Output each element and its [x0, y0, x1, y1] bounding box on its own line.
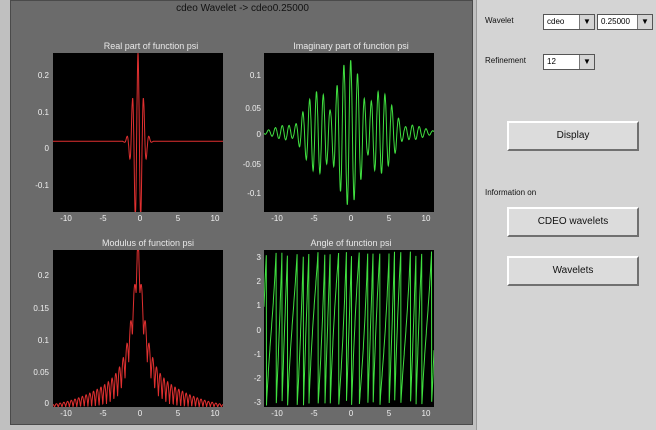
chevron-down-icon[interactable]: ▼ — [579, 15, 594, 29]
y-tick: -3 — [253, 398, 261, 407]
modulus-trace — [53, 250, 223, 407]
y-tick: -0.05 — [242, 160, 261, 169]
y-tick: 2 — [256, 277, 261, 286]
plot-title-imaginary: Imaginary part of function psi — [293, 41, 409, 51]
chevron-down-icon[interactable]: ▼ — [579, 55, 594, 69]
y-tick: 0.2 — [37, 271, 49, 280]
y-tick: 0.05 — [33, 368, 49, 377]
real-part-trace — [53, 53, 223, 212]
x-tick: 10 — [421, 214, 431, 223]
function-curve — [53, 53, 223, 212]
y-tick: 0.15 — [33, 304, 49, 313]
x-tick: -5 — [310, 409, 318, 418]
y-tick: 0.1 — [37, 108, 49, 117]
x-tick: -10 — [60, 409, 72, 418]
x-tick: 0 — [137, 409, 143, 418]
axes-modulus[interactable] — [53, 250, 223, 407]
refinement-value: 12 — [547, 57, 556, 66]
y-tick: 0 — [256, 326, 261, 335]
wavelet-parameter-value: 0.25000 — [601, 17, 630, 26]
function-curve — [264, 251, 434, 406]
wavelet-family-select[interactable]: cdeo ▼ — [543, 14, 595, 30]
wavelet-label: Wavelet — [485, 16, 514, 25]
wavelet-parameter-select[interactable]: 0.25000 ▼ — [597, 14, 653, 30]
figure-title: cdeo Wavelet -> cdeo0.25000 — [176, 3, 309, 14]
information-label: Information on — [485, 188, 537, 197]
y-tick: -0.1 — [35, 181, 49, 190]
y-tick: 0.2 — [37, 71, 49, 80]
x-tick: 10 — [421, 409, 431, 418]
plot-title-angle: Angle of function psi — [310, 238, 392, 248]
y-tick: -2 — [253, 374, 261, 383]
x-tick: 0 — [348, 214, 354, 223]
display-button[interactable]: Display — [507, 121, 639, 151]
y-tick: 3 — [256, 253, 261, 262]
y-tick: 0.1 — [249, 71, 261, 80]
control-panel: Wavelet cdeo ▼ 0.25000 ▼ Refinement 12 ▼… — [476, 0, 656, 430]
x-tick: 10 — [210, 409, 220, 418]
x-tick: 10 — [210, 214, 220, 223]
x-tick: 5 — [386, 214, 392, 223]
y-tick: 0.1 — [37, 336, 49, 345]
refinement-select[interactable]: 12 ▼ — [543, 54, 595, 70]
imaginary-part-trace — [264, 60, 434, 205]
y-tick: -1 — [253, 350, 261, 359]
chevron-down-icon[interactable]: ▼ — [637, 15, 652, 29]
wavelets-info-button[interactable]: Wavelets — [507, 256, 639, 286]
x-tick: 5 — [175, 214, 181, 223]
axes-real-part[interactable] — [53, 53, 223, 212]
y-tick: 0 — [44, 144, 49, 153]
x-tick: 0 — [348, 409, 354, 418]
x-tick: 5 — [386, 409, 392, 418]
x-tick: -10 — [60, 214, 72, 223]
refinement-label: Refinement — [485, 56, 526, 65]
y-tick: 1 — [256, 301, 261, 310]
angle-trace — [264, 251, 434, 406]
x-tick: -5 — [99, 409, 107, 418]
plot-title-modulus: Modulus of function psi — [101, 238, 195, 248]
axes-angle[interactable] — [264, 250, 434, 407]
y-tick: 0 — [44, 399, 49, 408]
x-tick: 5 — [175, 409, 181, 418]
x-tick: -5 — [99, 214, 107, 223]
axes-imaginary-part[interactable] — [264, 53, 434, 212]
function-curve — [264, 60, 434, 205]
wavelet-family-value: cdeo — [547, 17, 565, 26]
y-tick: 0.05 — [245, 104, 261, 113]
x-tick: -10 — [271, 409, 283, 418]
x-tick: -10 — [271, 214, 283, 223]
y-tick: -0.1 — [247, 189, 261, 198]
y-tick: 0 — [256, 130, 261, 139]
plot-title-real: Real part of function psi — [103, 41, 199, 51]
plot-area: cdeo Wavelet -> cdeo0.25000 Real part of… — [10, 0, 473, 425]
x-tick: 0 — [137, 214, 143, 223]
x-tick: -5 — [310, 214, 318, 223]
family-info-button[interactable]: CDEO wavelets — [507, 207, 639, 237]
function-curve — [53, 250, 223, 407]
